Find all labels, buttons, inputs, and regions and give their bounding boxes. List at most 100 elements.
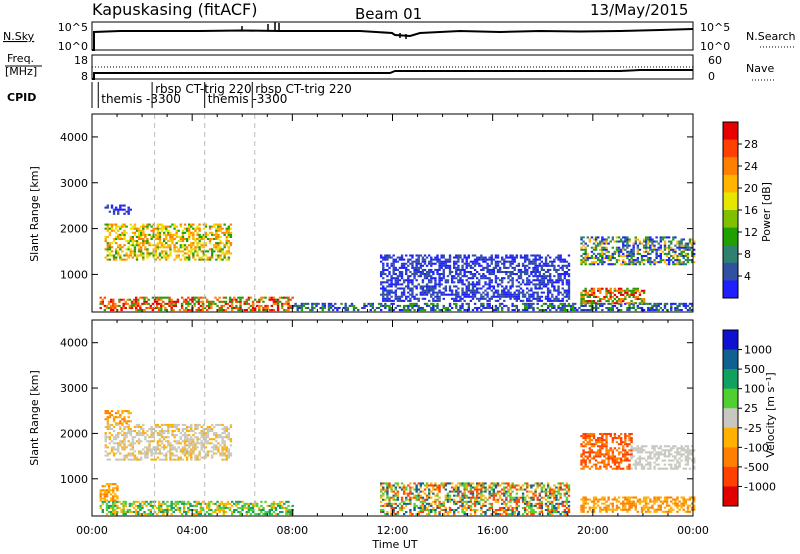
data-cell xyxy=(540,299,544,302)
data-cell xyxy=(638,449,642,452)
data-cell xyxy=(599,461,602,464)
data-cell xyxy=(488,287,491,290)
data-cell xyxy=(411,266,414,269)
data-cell xyxy=(413,502,416,505)
data-cell xyxy=(131,442,135,445)
data-cell xyxy=(291,504,294,507)
data-cell xyxy=(233,508,236,512)
data-cell xyxy=(148,436,151,439)
data-cell xyxy=(624,298,627,301)
data-cell xyxy=(438,273,441,276)
data-cell xyxy=(213,446,216,449)
data-cell xyxy=(563,309,567,312)
data-cell xyxy=(394,285,397,288)
data-cell xyxy=(272,300,276,303)
data-cell xyxy=(682,447,685,450)
data-cell xyxy=(670,467,673,470)
data-cell xyxy=(674,248,677,251)
data-cell xyxy=(413,496,416,499)
data-cell xyxy=(544,270,548,274)
data-cell xyxy=(217,442,220,445)
data-cell xyxy=(409,309,412,312)
data-cell xyxy=(400,262,404,265)
data-cell xyxy=(536,270,539,274)
data-cell xyxy=(594,302,598,305)
data-cell xyxy=(285,302,288,305)
data-cell xyxy=(384,304,387,307)
data-cell xyxy=(636,250,640,253)
data-cell xyxy=(103,493,107,496)
data-cell xyxy=(114,422,118,425)
data-cell xyxy=(599,453,602,456)
data-cell xyxy=(201,300,205,303)
data-cell xyxy=(659,257,662,260)
data-cell xyxy=(214,302,217,305)
data-cell xyxy=(221,423,224,426)
data-cell xyxy=(148,252,151,255)
data-cell xyxy=(226,306,230,310)
data-cell xyxy=(117,434,120,437)
data-cell xyxy=(532,302,535,305)
data-cell xyxy=(475,277,479,280)
data-cell xyxy=(194,246,197,249)
data-cell xyxy=(396,299,400,302)
data-cell xyxy=(99,296,102,299)
data-cell xyxy=(390,484,393,487)
data-cell xyxy=(590,261,594,264)
data-cell xyxy=(137,302,140,305)
data-cell xyxy=(582,304,585,307)
data-cell xyxy=(122,298,125,301)
data-cell xyxy=(693,457,696,460)
data-cell xyxy=(511,260,514,263)
data-cell xyxy=(173,423,176,426)
data-cell xyxy=(628,465,631,468)
data-cell xyxy=(179,258,183,261)
data-cell xyxy=(119,458,122,461)
data-cell xyxy=(622,445,625,448)
data-cell xyxy=(386,264,389,267)
data-cell xyxy=(221,458,224,461)
data-cell xyxy=(171,223,174,226)
data-cell xyxy=(461,266,464,269)
data-cell xyxy=(131,444,135,447)
data-cell xyxy=(446,309,450,312)
data-cell xyxy=(430,260,433,263)
data-cell xyxy=(287,300,290,303)
data-cell xyxy=(605,291,608,294)
data-cell xyxy=(156,432,160,435)
data-cell xyxy=(171,235,174,238)
data-cell xyxy=(450,297,454,300)
data-cell xyxy=(187,446,191,449)
data-cell xyxy=(549,275,552,278)
data-cell xyxy=(147,513,150,516)
data-cell xyxy=(640,447,644,450)
data-cell xyxy=(239,306,242,310)
data-cell xyxy=(123,258,126,261)
data-cell xyxy=(226,302,230,305)
data-cell xyxy=(121,448,124,451)
data-cell xyxy=(396,281,400,284)
data-cell xyxy=(176,508,180,512)
data-cell xyxy=(129,252,132,255)
data-cell xyxy=(624,432,627,436)
data-cell xyxy=(419,287,423,290)
data-cell xyxy=(494,254,498,257)
data-cell xyxy=(478,258,481,261)
data-cell xyxy=(198,423,201,426)
data-cell xyxy=(249,506,253,509)
data-cell xyxy=(196,454,199,457)
data-cell xyxy=(123,208,126,211)
data-cell xyxy=(216,304,219,307)
data-cell xyxy=(563,291,567,294)
data-cell xyxy=(649,461,652,464)
data-cell xyxy=(137,304,140,307)
data-cell xyxy=(630,445,633,448)
data-cell xyxy=(494,309,498,312)
data-cell xyxy=(156,244,160,247)
data-cell xyxy=(285,500,288,503)
data-cell xyxy=(488,258,491,261)
data-cell xyxy=(164,309,167,312)
data-cell xyxy=(201,302,205,305)
data-cell xyxy=(611,236,615,239)
data-cell xyxy=(647,252,650,255)
